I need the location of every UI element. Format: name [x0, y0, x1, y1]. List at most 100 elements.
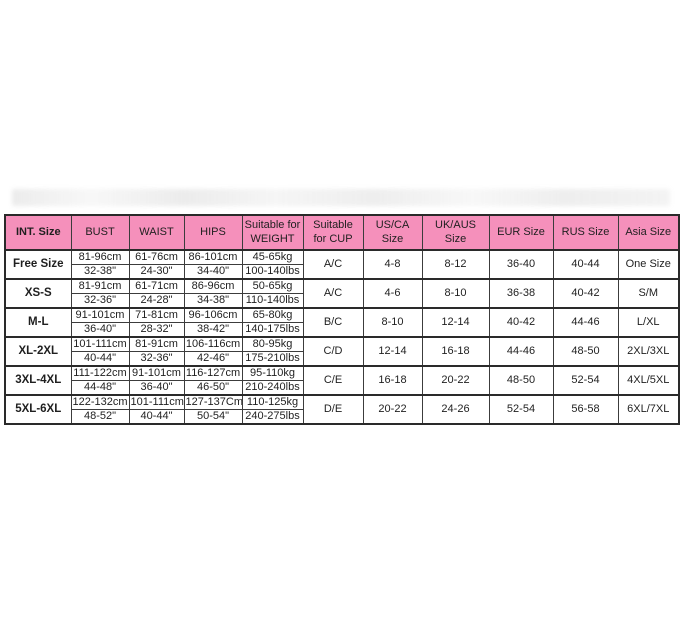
cup-cell: C/D	[302, 336, 364, 367]
hips-in-cell: 46-50"	[183, 380, 243, 396]
rus-size-cell: 40-42	[552, 278, 619, 309]
weight-kg-cell: 65-80kg	[241, 307, 304, 323]
bust-in-cell: 40-44"	[70, 351, 130, 367]
waist-in-cell: 36-40"	[128, 380, 185, 396]
usca-size-cell: 16-18	[362, 365, 423, 396]
waist-cm-cell: 61-71cm	[128, 278, 185, 294]
hips-cm-cell: 86-96cm	[183, 278, 243, 294]
eur-size-cell: 40-42	[488, 307, 554, 338]
hips-in-cell: 34-38"	[183, 293, 243, 309]
column-header-bust: BUST	[70, 214, 130, 251]
rus-size-cell: 52-54	[552, 365, 619, 396]
weight-lbs-cell: 210-240lbs	[241, 380, 304, 396]
hips-cm-cell: 106-116cm	[183, 336, 243, 352]
cup-cell: D/E	[302, 394, 364, 425]
bust-in-cell: 32-38"	[70, 264, 130, 280]
column-header-usca: US/CA Size	[362, 214, 423, 251]
size-row-m-l-inches: 36-40" 28-32" 38-42" 140-175lbs	[5, 322, 679, 338]
column-header-eur: EUR Size	[488, 214, 554, 251]
usca-size-cell: 12-14	[362, 336, 423, 367]
bust-cm-cell: 101-111cm	[70, 336, 130, 352]
bust-in-cell: 32-36"	[70, 293, 130, 309]
waist-cm-cell: 61-76cm	[128, 249, 185, 265]
hips-cm-cell: 116-127cm	[183, 365, 243, 381]
ukaus-size-cell: 8-10	[421, 278, 490, 309]
weight-lbs-cell: 240-275lbs	[241, 409, 304, 425]
faded-watermark-band	[12, 189, 670, 206]
eur-size-cell: 52-54	[488, 394, 554, 425]
usca-size-cell: 8-10	[362, 307, 423, 338]
hips-cm-cell: 127-137Cm	[183, 394, 243, 410]
ukaus-size-cell: 24-26	[421, 394, 490, 425]
size-label-cell: XL-2XL	[4, 336, 72, 367]
size-row-xs-s: XS-S 81-91cm 61-71cm 86-96cm 50-65kg A/C 4-6 8-…	[4, 278, 680, 309]
bust-cm-cell: 91-101cm	[70, 307, 130, 323]
weight-lbs-cell: 175-210lbs	[241, 351, 304, 367]
cup-cell: A/C	[302, 249, 364, 280]
eur-size-cell: 44-46	[488, 336, 554, 367]
bust-cm-cell: 111-122cm	[70, 365, 130, 381]
weight-kg-cell: 80-95kg	[241, 336, 304, 352]
rus-size-cell: 56-58	[552, 394, 619, 425]
weight-lbs-cell: 140-175lbs	[241, 322, 304, 338]
bust-in-cell: 48-52"	[70, 409, 130, 425]
cup-cell: C/E	[302, 365, 364, 396]
size-row-3xl-4xl: 3XL-4XL 111-122cm 91-101cm 116-127cm 95-110k…	[4, 365, 680, 396]
waist-in-cell: 32-36"	[128, 351, 185, 367]
waist-cm-cell: 71-81cm	[128, 307, 185, 323]
asia-size-cell: L/XL	[617, 307, 680, 338]
eur-size-cell: 36-40	[488, 249, 554, 280]
size-row-m-l: M-L 91-101cm 71-81cm 96-106cm 65-80kg B/C 8-10…	[4, 307, 680, 338]
column-header-rus: RUS Size	[552, 214, 619, 251]
hips-in-cell: 34-40"	[183, 264, 243, 280]
usca-size-cell: 4-8	[362, 249, 423, 280]
weight-kg-cell: 50-65kg	[241, 278, 304, 294]
hips-cm-cell: 86-101cm	[183, 249, 243, 265]
size-row-free-size: Free Size 81-96cm 61-76cm 86-101cm 45-65kg A/…	[4, 249, 680, 280]
weight-lbs-cell: 100-140lbs	[241, 264, 304, 280]
usca-size-cell: 4-6	[362, 278, 423, 309]
size-row-5xl-6xl: 5XL-6XL 122-132cm 101-111cm 127-137Cm 110-12…	[4, 394, 680, 425]
waist-in-cell: 40-44"	[128, 409, 185, 425]
table-header-row: INT. Size BUST WAIST HIPS Suitable for WEIGH…	[4, 214, 680, 251]
weight-kg-cell: 110-125kg	[241, 394, 304, 410]
ukaus-size-cell: 16-18	[421, 336, 490, 367]
bust-cm-cell: 81-96cm	[70, 249, 130, 265]
column-header-cup: Suitable for CUP	[302, 214, 364, 251]
waist-cm-cell: 101-111cm	[128, 394, 185, 410]
size-row-5xl-6xl-inches: 48-52" 40-44" 50-54" 240-275lbs	[5, 409, 679, 425]
asia-size-cell: 4XL/5XL	[617, 365, 680, 396]
bust-cm-cell: 81-91cm	[70, 278, 130, 294]
asia-size-cell: 2XL/3XL	[617, 336, 680, 367]
hips-in-cell: 38-42"	[183, 322, 243, 338]
column-header-waist: WAIST	[128, 214, 185, 251]
usca-size-cell: 20-22	[362, 394, 423, 425]
weight-kg-cell: 45-65kg	[241, 249, 304, 265]
hips-in-cell: 50-54"	[183, 409, 243, 425]
waist-cm-cell: 81-91cm	[128, 336, 185, 352]
column-header-ukaus: UK/AUS Size	[421, 214, 490, 251]
column-header-asia: Asia Size	[617, 214, 680, 251]
eur-size-cell: 36-38	[488, 278, 554, 309]
waist-cm-cell: 91-101cm	[128, 365, 185, 381]
weight-kg-cell: 95-110kg	[241, 365, 304, 381]
size-label-cell: 5XL-6XL	[4, 394, 72, 425]
ukaus-size-cell: 20-22	[421, 365, 490, 396]
asia-size-cell: S/M	[617, 278, 680, 309]
hips-cm-cell: 96-106cm	[183, 307, 243, 323]
rus-size-cell: 48-50	[552, 336, 619, 367]
rus-size-cell: 44-46	[552, 307, 619, 338]
asia-size-cell: One Size	[617, 249, 680, 280]
asia-size-cell: 6XL/7XL	[617, 394, 680, 425]
eur-size-cell: 48-50	[488, 365, 554, 396]
column-header-hips: HIPS	[183, 214, 243, 251]
size-label-cell: Free Size	[4, 249, 72, 280]
waist-in-cell: 24-30"	[128, 264, 185, 280]
rus-size-cell: 40-44	[552, 249, 619, 280]
size-label-cell: 3XL-4XL	[4, 365, 72, 396]
column-header-int_size: INT. Size	[4, 214, 72, 251]
size-label-cell: M-L	[4, 307, 72, 338]
bust-cm-cell: 122-132cm	[70, 394, 130, 410]
size-label-cell: XS-S	[4, 278, 72, 309]
